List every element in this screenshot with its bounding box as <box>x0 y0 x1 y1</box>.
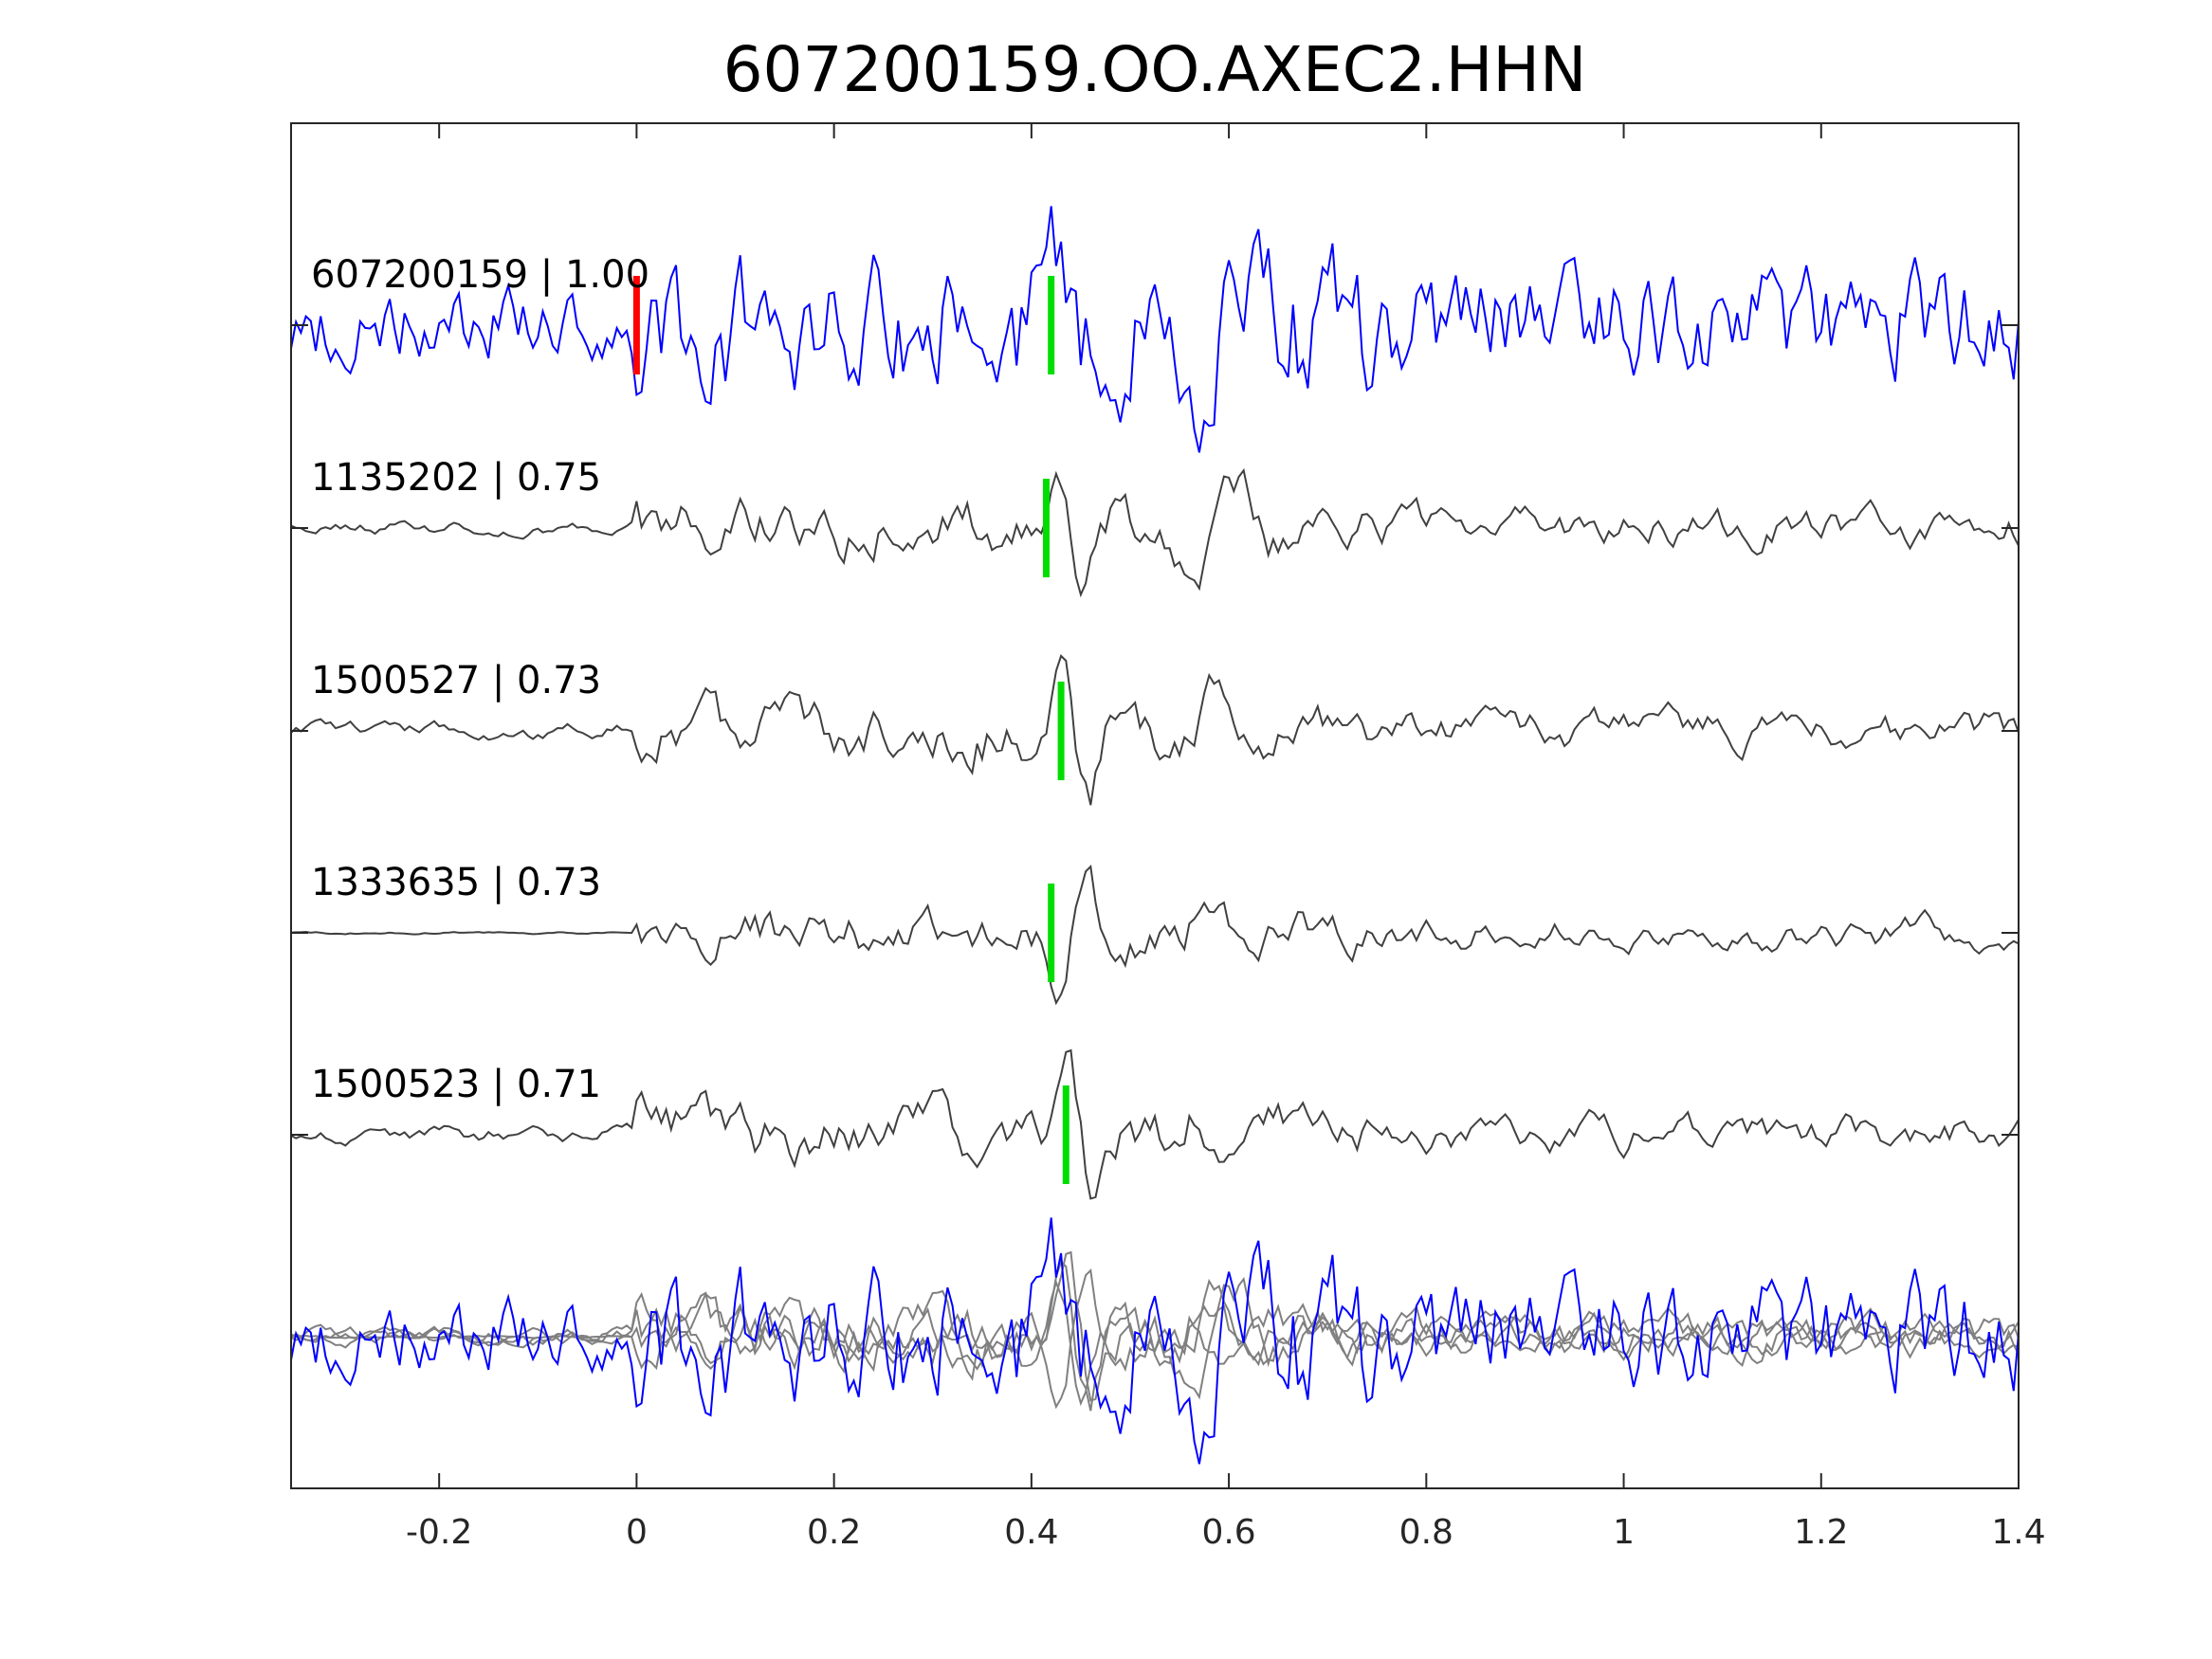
x-tick-label: 0.4 <box>1004 1513 1058 1552</box>
stack-trace-reference <box>290 1217 2020 1465</box>
trace-label: 607200159 | 1.00 <box>311 253 649 297</box>
trace-1333635-line <box>290 864 2020 1006</box>
trace-1500523-line <box>290 1048 2020 1200</box>
x-tick-label: 0 <box>626 1513 648 1552</box>
chart-title: 607200159.OO.AXEC2.HHN <box>723 33 1587 106</box>
x-tick-label: 1.2 <box>1794 1513 1848 1552</box>
trace-label: 1500527 | 0.73 <box>311 659 601 702</box>
x-tick-label: 0.6 <box>1201 1513 1255 1552</box>
x-tick-label: 0.8 <box>1399 1513 1453 1552</box>
traces-group <box>290 206 2020 1465</box>
trace-1135202-line <box>290 467 2020 598</box>
x-tick-label: 1.4 <box>1991 1513 2045 1552</box>
trace-label: 1333635 | 0.73 <box>311 861 601 904</box>
plot-frame <box>290 122 2020 1489</box>
trace-607200159-line <box>290 206 2020 453</box>
trace-1500527-line <box>290 654 2020 806</box>
trace-labels: 607200159 | 1.00 1135202 | 0.75 1500527 | … <box>311 253 649 1106</box>
stack-trace-1500523 <box>290 1250 2020 1402</box>
x-tick-label: 1 <box>1613 1513 1635 1552</box>
x-tick-label: 0.2 <box>807 1513 861 1552</box>
axes: -0.2 0 0.2 0.4 0.6 0.8 1 1.2 1.4 <box>291 123 2046 1552</box>
x-tick-label: -0.2 <box>406 1513 472 1552</box>
trace-label: 1135202 | 0.75 <box>311 456 601 500</box>
trace-label: 1500523 | 0.71 <box>311 1063 601 1106</box>
